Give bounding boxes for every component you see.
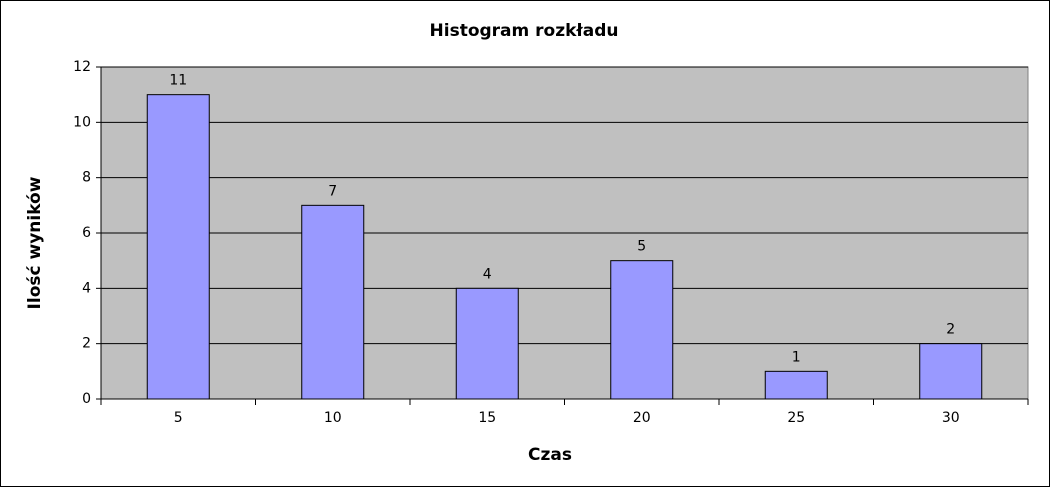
bar <box>146 94 210 400</box>
x-tick-label: 25 <box>787 410 805 426</box>
data-label: 1 <box>792 349 801 365</box>
y-axis-label: Ilość wyników <box>25 176 45 309</box>
y-tick-label: 10 <box>73 114 91 130</box>
data-label: 4 <box>483 266 492 282</box>
bar <box>455 287 519 400</box>
bar <box>301 204 365 400</box>
bar <box>610 260 674 400</box>
data-label: 11 <box>169 73 187 89</box>
y-tick-label: 4 <box>82 280 91 296</box>
chart-title: Histogram rozkładu <box>430 21 619 41</box>
x-tick-label: 5 <box>174 410 183 426</box>
y-tick-label: 2 <box>82 336 91 352</box>
bar <box>764 370 828 400</box>
x-tick-label: 15 <box>478 410 496 426</box>
x-tick-label: 30 <box>942 410 960 426</box>
data-label: 5 <box>637 239 646 255</box>
bar <box>919 343 983 400</box>
data-label: 7 <box>328 183 337 199</box>
data-label: 2 <box>946 322 955 338</box>
y-tick-label: 0 <box>82 391 91 407</box>
y-tick-label: 6 <box>82 225 91 241</box>
y-tick-label: 12 <box>73 59 91 75</box>
x-tick-label: 20 <box>633 410 651 426</box>
y-tick-label: 8 <box>82 170 91 186</box>
x-tick-label: 10 <box>324 410 342 426</box>
x-axis-label: Czas <box>528 445 572 465</box>
